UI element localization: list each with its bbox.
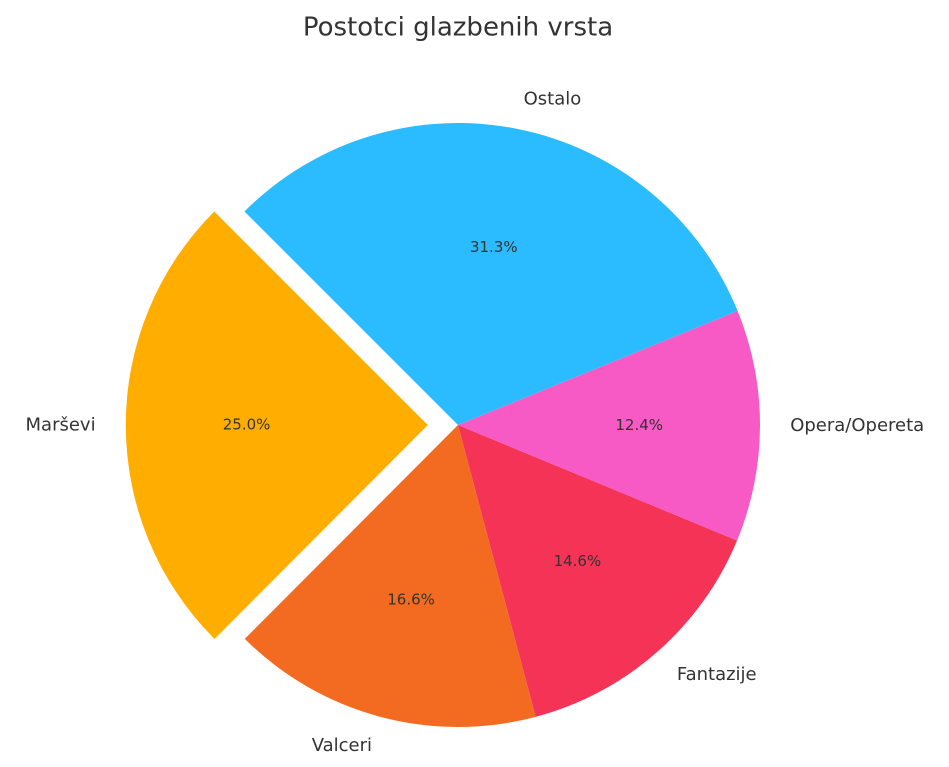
pie-slice: [244, 425, 536, 727]
pie-slice: [125, 211, 428, 639]
pie-slice: [458, 425, 738, 717]
slice-label: Marševi: [26, 414, 96, 435]
slice-label: Ostalo: [524, 88, 582, 109]
value-label: 14.6%: [554, 552, 602, 570]
pie-slice: [458, 310, 760, 541]
slice-label: Fantazije: [677, 664, 757, 685]
value-label: 31.3%: [470, 238, 518, 256]
value-label: 25.0%: [223, 416, 271, 434]
value-label: 12.4%: [615, 416, 663, 434]
pie-slice: [244, 122, 738, 426]
slice-label: Valceri: [312, 735, 372, 756]
slice-label: Opera/Opereta: [790, 415, 924, 436]
chart-title: Postotci glazbenih vrsta: [303, 13, 613, 43]
value-label: 16.6%: [387, 591, 435, 609]
